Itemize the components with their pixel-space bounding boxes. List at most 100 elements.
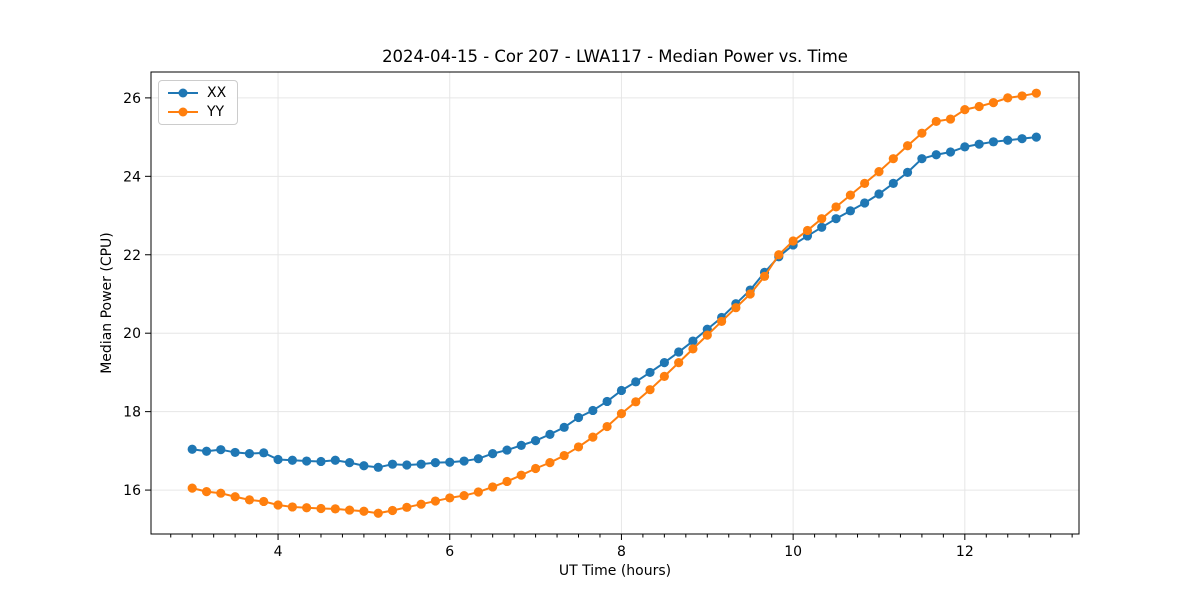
- series-xx-point: [688, 336, 698, 346]
- x-tick-label: 4: [274, 544, 283, 560]
- series-yy-point: [488, 482, 498, 492]
- series-yy-point: [287, 502, 297, 512]
- series-xx-point: [888, 178, 898, 188]
- series-yy-point: [1003, 93, 1013, 103]
- series-yy-point: [888, 154, 898, 164]
- legend-item-yy: YY: [168, 105, 226, 119]
- series-xx-point: [602, 396, 612, 407]
- x-tick-label: 12: [956, 544, 974, 560]
- series-xx-point: [473, 454, 483, 464]
- series-xx-point: [1017, 134, 1027, 144]
- series-xx-point: [659, 358, 669, 368]
- series-yy-point: [259, 496, 269, 507]
- series-yy-point: [745, 289, 755, 299]
- series-yy-point: [502, 476, 512, 487]
- y-tick-label: 20: [123, 326, 141, 342]
- series-yy-point: [645, 385, 655, 395]
- series-yy-point: [902, 141, 913, 151]
- series-yy-point: [945, 114, 956, 124]
- series-yy-point: [860, 178, 870, 188]
- series-xx-point: [430, 458, 441, 468]
- chart-title: 2024-04-15 - Cor 207 - LWA117 - Median P…: [382, 47, 848, 66]
- series-yy-point: [731, 303, 741, 313]
- series-yy-point: [402, 502, 412, 512]
- xx-legend-marker: [168, 88, 198, 98]
- series-xx-point: [273, 454, 283, 465]
- axes-spines: [150, 71, 1080, 535]
- series-yy-point: [788, 236, 798, 246]
- series-yy-point: [759, 271, 770, 281]
- series-yy-point: [473, 487, 483, 497]
- series-yy-point: [430, 496, 441, 506]
- series-xx-point: [530, 436, 541, 446]
- series-xx-point: [230, 447, 240, 458]
- series-xx-point: [616, 385, 627, 396]
- series-xx-point: [674, 347, 684, 357]
- series-yy-point: [988, 97, 999, 108]
- series-xx-point: [902, 167, 913, 178]
- series-xx-point: [201, 446, 212, 456]
- y-tick-label: 26: [123, 91, 141, 107]
- series-yy-point: [1031, 88, 1041, 98]
- series-xx-point: [244, 449, 255, 459]
- series-xx-point: [287, 455, 297, 465]
- series-yy-point: [774, 250, 784, 260]
- series-yy-point: [302, 503, 312, 513]
- series-xx-point: [359, 461, 369, 471]
- series-yy-point: [530, 463, 541, 474]
- x-tick-label: 6: [445, 544, 454, 560]
- series-yy-point: [373, 508, 383, 518]
- series-yy-point: [717, 316, 727, 327]
- series-yy-point: [917, 128, 927, 138]
- series-yy-point: [602, 421, 612, 432]
- series-xx-point: [187, 444, 197, 454]
- series-xx-point: [931, 150, 941, 160]
- series-yy-point: [201, 487, 212, 497]
- series-yy-point: [631, 397, 641, 407]
- series-xx-point: [588, 405, 598, 416]
- series-xx-point: [445, 457, 455, 467]
- yy-legend-marker: [168, 107, 198, 117]
- series-xx-point: [988, 137, 999, 147]
- x-tick-label: 10: [784, 544, 802, 560]
- series-yy-point: [344, 505, 355, 515]
- series-yy-point: [874, 167, 884, 177]
- series-yy-point: [960, 105, 970, 115]
- series-xx-point: [259, 448, 269, 458]
- series-yy-point: [559, 450, 569, 461]
- series-yy-point: [416, 499, 426, 509]
- series-xx-point: [960, 142, 970, 152]
- series-yy-point: [845, 190, 855, 200]
- series-yy-point: [659, 371, 669, 381]
- series-xx-point: [817, 222, 827, 232]
- series-yy-point: [616, 408, 627, 419]
- series-yy-line: [191, 92, 1038, 515]
- series-yy-point: [802, 225, 813, 236]
- series-xx-point: [945, 147, 956, 157]
- series-yy-point: [1017, 91, 1027, 101]
- series-xx-line: [191, 136, 1038, 469]
- series-xx-point: [559, 422, 569, 432]
- series-yy-point: [688, 344, 698, 354]
- series-xx-point: [416, 459, 426, 469]
- x-tick-label: 8: [617, 544, 626, 560]
- series-yy-point: [702, 330, 712, 340]
- series-yy-point: [588, 432, 598, 442]
- series-xx-point: [516, 440, 526, 450]
- series-yy-point: [230, 492, 240, 502]
- series-xx-point: [330, 455, 340, 465]
- series-xx-point: [831, 214, 841, 224]
- series-xx-point: [488, 449, 498, 459]
- y-tick-label: 16: [123, 483, 141, 499]
- legend-item-xx: XX: [168, 86, 226, 100]
- series-xx-point: [645, 367, 655, 378]
- series-xx-point: [302, 456, 312, 466]
- series-yy-point: [387, 505, 398, 516]
- y-axis-label: Median Power (CPU): [99, 232, 115, 374]
- series-yy-point: [974, 101, 984, 112]
- series-xx-point: [402, 460, 412, 470]
- series-xx-point: [845, 206, 855, 216]
- series-xx-point: [860, 198, 870, 208]
- legend: XX YY: [158, 80, 239, 125]
